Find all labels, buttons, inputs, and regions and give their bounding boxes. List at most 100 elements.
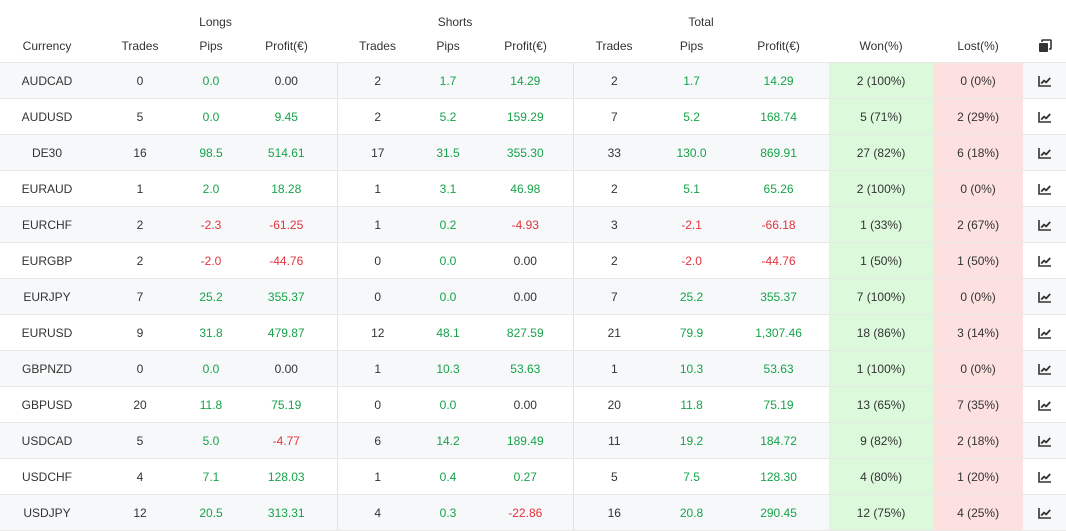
chart-icon[interactable] [1037, 507, 1052, 520]
cell-short-profit: 53.63 [478, 350, 574, 387]
column-header-long-pips[interactable]: Pips [186, 30, 236, 63]
row-chart-button[interactable] [1023, 206, 1066, 243]
cell-total-pips: 25.2 [655, 278, 729, 315]
row-chart-button[interactable] [1023, 494, 1066, 531]
cell-short-trades: 1 [337, 170, 419, 207]
table-row: EURJPY 7 25.2 355.37 0 0.0 0.00 7 25.2 355.37 7 (1… [0, 278, 1066, 315]
cell-total-pips: 19.2 [655, 422, 729, 459]
column-header-currency[interactable]: Currency [0, 30, 94, 63]
cell-currency: AUDCAD [0, 62, 94, 99]
cell-total-pips: -2.0 [655, 242, 729, 279]
copy-icon[interactable] [1038, 39, 1052, 53]
cell-lost: 4 (25%) [933, 494, 1024, 531]
chart-icon[interactable] [1037, 147, 1052, 160]
row-chart-button[interactable] [1023, 350, 1066, 387]
cell-long-profit: 355.37 [236, 278, 338, 315]
row-chart-button[interactable] [1023, 314, 1066, 351]
column-header-total-profit[interactable]: Profit(€) [728, 30, 830, 63]
cell-total-trades: 5 [573, 458, 656, 495]
column-header-won[interactable]: Won(%) [829, 30, 934, 63]
chart-icon[interactable] [1037, 75, 1052, 88]
table-body: AUDCAD 0 0.0 0.00 2 1.7 14.29 2 1.7 14.29 2 (100%)… [0, 62, 1066, 531]
cell-short-pips: 31.5 [418, 134, 479, 171]
row-chart-button[interactable] [1023, 134, 1066, 171]
cell-total-pips: -2.1 [655, 206, 729, 243]
column-header-long-profit[interactable]: Profit(€) [236, 30, 338, 63]
row-chart-button[interactable] [1023, 386, 1066, 423]
table-row: EURCHF 2 -2.3 -61.25 1 0.2 -4.93 3 -2.1 -66.18 1 (… [0, 206, 1066, 243]
cell-won: 9 (82%) [829, 422, 934, 459]
chart-icon[interactable] [1037, 435, 1052, 448]
cell-won: 1 (50%) [829, 242, 934, 279]
cell-long-trades: 2 [94, 242, 186, 279]
table-row: EURUSD 9 31.8 479.87 12 48.1 827.59 21 79.9 1,307… [0, 314, 1066, 351]
cell-short-profit: 0.00 [478, 278, 574, 315]
cell-total-trades: 20 [573, 386, 656, 423]
cell-long-trades: 20 [94, 386, 186, 423]
cell-short-profit: 14.29 [478, 62, 574, 99]
cell-total-profit: 75.19 [728, 386, 830, 423]
cell-short-pips: 0.0 [418, 242, 479, 279]
cell-short-trades: 6 [337, 422, 419, 459]
cell-short-pips: 3.1 [418, 170, 479, 207]
chart-icon[interactable] [1037, 219, 1052, 232]
table-row: USDCAD 5 5.0 -4.77 6 14.2 189.49 11 19.2 184.72 9 … [0, 422, 1066, 459]
cell-long-profit: 514.61 [236, 134, 338, 171]
cell-short-profit: 46.98 [478, 170, 574, 207]
chart-icon[interactable] [1037, 111, 1052, 124]
cell-lost: 2 (18%) [933, 422, 1024, 459]
cell-long-profit: 313.31 [236, 494, 338, 531]
cell-won: 5 (71%) [829, 98, 934, 135]
column-header-short-pips[interactable]: Pips [418, 30, 479, 63]
cell-short-trades: 12 [337, 314, 419, 351]
cell-total-pips: 7.5 [655, 458, 729, 495]
cell-short-trades: 1 [337, 350, 419, 387]
row-chart-button[interactable] [1023, 458, 1066, 495]
chart-icon[interactable] [1037, 183, 1052, 196]
cell-short-trades: 17 [337, 134, 419, 171]
cell-long-profit: -61.25 [236, 206, 338, 243]
group-header-total: Total [688, 15, 714, 29]
cell-long-profit: 0.00 [236, 350, 338, 387]
row-chart-button[interactable] [1023, 98, 1066, 135]
chart-icon[interactable] [1037, 471, 1052, 484]
column-header-long-trades[interactable]: Trades [94, 30, 186, 63]
cell-lost: 7 (35%) [933, 386, 1024, 423]
chart-icon[interactable] [1037, 255, 1052, 268]
copy-button[interactable] [1023, 30, 1066, 63]
cell-long-profit: 75.19 [236, 386, 338, 423]
chart-icon[interactable] [1037, 363, 1052, 376]
table-row: AUDCAD 0 0.0 0.00 2 1.7 14.29 2 1.7 14.29 2 (100%)… [0, 62, 1066, 99]
column-header-short-profit[interactable]: Profit(€) [478, 30, 574, 63]
column-header-total-pips[interactable]: Pips [655, 30, 729, 63]
cell-total-profit: 14.29 [728, 62, 830, 99]
table-row: EURGBP 2 -2.0 -44.76 0 0.0 0.00 2 -2.0 -44.76 1 (5… [0, 242, 1066, 279]
row-chart-button[interactable] [1023, 422, 1066, 459]
cell-short-trades: 1 [337, 206, 419, 243]
column-header-total-trades[interactable]: Trades [573, 30, 656, 63]
cell-total-profit: 290.45 [728, 494, 830, 531]
cell-total-profit: 65.26 [728, 170, 830, 207]
cell-long-pips: 11.8 [186, 386, 236, 423]
cell-currency: EURGBP [0, 242, 94, 279]
cell-short-pips: 1.7 [418, 62, 479, 99]
row-chart-button[interactable] [1023, 278, 1066, 315]
chart-icon[interactable] [1037, 399, 1052, 412]
cell-short-trades: 1 [337, 458, 419, 495]
row-chart-button[interactable] [1023, 242, 1066, 279]
cell-short-pips: 0.2 [418, 206, 479, 243]
cell-long-trades: 12 [94, 494, 186, 531]
chart-icon[interactable] [1037, 291, 1052, 304]
cell-long-profit: 0.00 [236, 62, 338, 99]
cell-long-pips: 2.0 [186, 170, 236, 207]
row-chart-button[interactable] [1023, 170, 1066, 207]
cell-total-trades: 1 [573, 350, 656, 387]
cell-won: 13 (65%) [829, 386, 934, 423]
column-header-lost[interactable]: Lost(%) [933, 30, 1024, 63]
cell-short-trades: 2 [337, 62, 419, 99]
row-chart-button[interactable] [1023, 62, 1066, 99]
column-header-short-trades[interactable]: Trades [337, 30, 419, 63]
group-header-row: Longs Shorts Total [0, 0, 1066, 30]
chart-icon[interactable] [1037, 327, 1052, 340]
cell-long-pips: 5.0 [186, 422, 236, 459]
